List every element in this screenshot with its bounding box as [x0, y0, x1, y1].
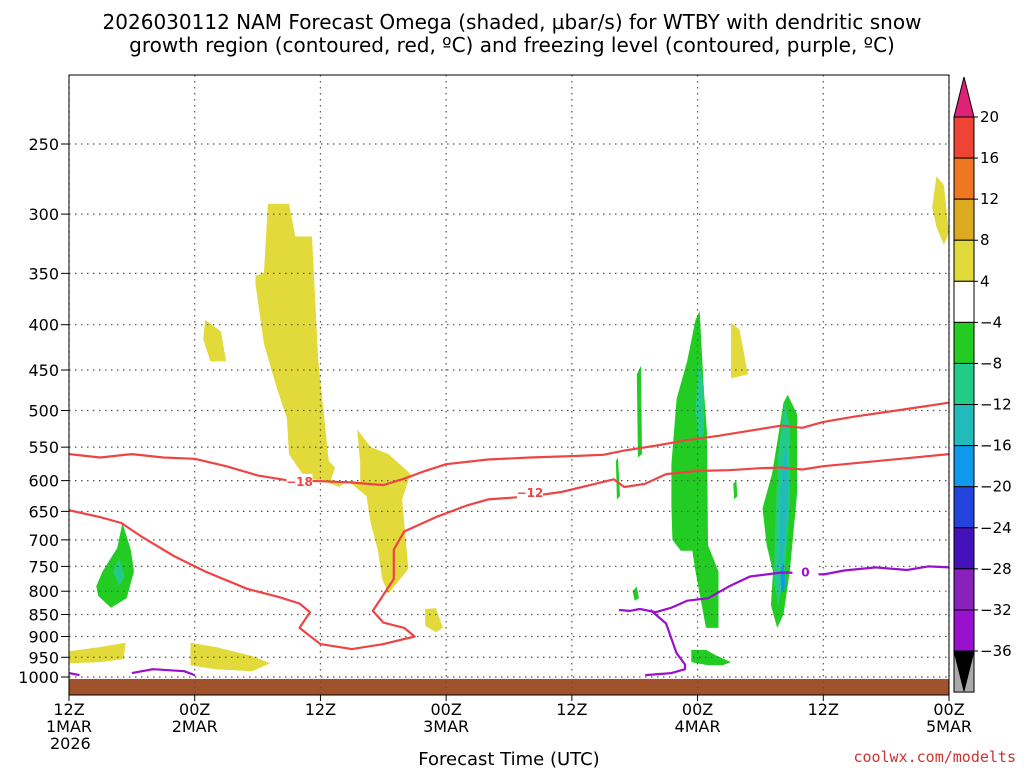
y-tick-label-750: 750 [28, 557, 59, 576]
ground-layer [69, 678, 949, 695]
plot-frame [68, 74, 950, 696]
colorbar-label-10: −24 [980, 519, 1012, 537]
y-tick-label-400: 400 [28, 316, 59, 335]
colorbar-box-11 [953, 527, 975, 570]
dendritic-contour-label-bg-1 [516, 485, 543, 501]
y-tick-label-800: 800 [28, 582, 59, 601]
dendritic-contour-label-bg-0 [286, 473, 313, 489]
omega-region-7 [96, 523, 134, 608]
y-axis-ticks: 250 300 350 400 450 500 550 600 650 700 750 800 850 9… [18, 135, 69, 687]
freezing-contour-label-bg-0 [792, 564, 819, 580]
omega-region-6 [932, 176, 949, 245]
y-tick-label-650: 650 [28, 502, 59, 521]
omega-region-15 [113, 558, 125, 587]
omega-region-19 [780, 561, 786, 594]
colorbar-label-11: −28 [980, 560, 1012, 578]
colorbar-label-8: −16 [980, 437, 1012, 455]
colorbar-label-6: −8 [980, 354, 1002, 372]
grid-layer [68, 75, 950, 695]
y-tick-label-700: 700 [28, 531, 59, 550]
freezing-contour-line-2 [69, 672, 80, 677]
y-tick-label-550: 550 [28, 438, 59, 457]
freezing-contour-label-0: 0 [801, 565, 809, 579]
x-tick-label-24-0: 12Z [305, 700, 336, 719]
colorbar-box-5 [953, 280, 975, 323]
freezing-contour-line-1 [645, 609, 687, 677]
colorbar-box-10 [953, 486, 975, 529]
colorbar-box-12 [953, 568, 975, 611]
omega-region-18 [779, 440, 789, 572]
credit-text: coolwx.com/modelts [853, 748, 1016, 766]
x-axis-label: Forecast Time (UTC) [418, 749, 599, 768]
colorbar-top-arrow [953, 76, 975, 118]
y-tick-label-300: 300 [28, 205, 59, 224]
omega-region-1 [190, 642, 271, 672]
colorbar-label-4: 4 [980, 272, 990, 290]
x-tick-label-60-1: 4MAR [675, 717, 721, 736]
colorbar-box-2 [953, 157, 975, 200]
chart-title-line2: growth region (contoured, red, ºC) and f… [129, 33, 895, 57]
chart-title-line1: 2026030112 NAM Forecast Omega (shaded, µ… [103, 10, 922, 34]
freezing-contour-line-3 [131, 668, 196, 677]
x-tick-label-12-0: 00Z [179, 700, 210, 719]
dendritic-contour-label-0: −18 [286, 475, 313, 489]
x-tick-label-12-1: 2MAR [172, 717, 218, 736]
colorbar-label-2: 12 [980, 190, 999, 208]
omega-region-4 [425, 608, 443, 633]
y-tick-label-250: 250 [28, 135, 59, 154]
colorbar-label-7: −12 [980, 396, 1012, 414]
colorbar-label-12: −32 [980, 601, 1012, 619]
colorbar-label-0: 20 [980, 108, 999, 126]
x-tick-label-60-0: 00Z [682, 700, 713, 719]
colorbar-box-13 [953, 609, 975, 652]
colorbar-label-13: −36 [980, 642, 1012, 660]
y-tick-label-450: 450 [28, 361, 59, 380]
omega-region-3 [255, 203, 411, 594]
y-tick-label-850: 850 [28, 606, 59, 625]
ground-fill [69, 678, 949, 695]
x-tick-label-0-2: 2026 [50, 734, 91, 753]
x-tick-label-48-0: 12Z [556, 700, 587, 719]
y-tick-label-950: 950 [28, 648, 59, 667]
dendritic-contour-label-1: −12 [517, 486, 544, 500]
x-tick-label-84-0: 00Z [933, 700, 964, 719]
colorbar-box-7 [953, 362, 975, 406]
colorbar-label-9: −20 [980, 478, 1012, 496]
x-tick-label-36-0: 00Z [430, 700, 461, 719]
y-tick-label-900: 900 [28, 627, 59, 646]
x-tick-label-72-0: 12Z [808, 700, 839, 719]
colorbar: 20 16 12 8 4 −4 −8 −12 −16 −20 −24 −28 −32 −36 [953, 76, 1012, 693]
x-tick-label-84-1: 5MAR [926, 717, 972, 736]
colorbar-label-5: −4 [980, 313, 1002, 331]
colorbar-box-6 [953, 321, 975, 364]
y-tick-label-500: 500 [28, 402, 59, 421]
dendritic-contour-line-0 [69, 401, 949, 487]
colorbar-box-1 [953, 116, 975, 159]
colorbar-label-1: 16 [980, 149, 999, 167]
omega-region-5 [731, 322, 748, 379]
x-tick-label-0-1: 1MAR [46, 717, 92, 736]
colorbar-box-3 [953, 198, 975, 241]
omega-region-8 [671, 311, 719, 628]
omega-region-11 [636, 365, 642, 458]
x-tick-label-36-1: 3MAR [423, 717, 469, 736]
y-tick-label-600: 600 [28, 472, 59, 491]
contour-layer: −18 −12 0 [69, 401, 949, 677]
y-tick-label-350: 350 [28, 264, 59, 283]
omega-region-0 [69, 642, 126, 664]
omega-region-13 [632, 586, 639, 601]
dendritic-contour-line-1 [69, 453, 949, 651]
x-tick-label-0-0: 12Z [53, 700, 84, 719]
colorbar-box-9 [953, 445, 975, 488]
colorbar-bottom-arrow [953, 650, 975, 692]
omega-region-12 [615, 457, 620, 500]
colorbar-label-3: 8 [980, 231, 990, 249]
omega-region-2 [203, 319, 227, 362]
omega-region-14 [733, 480, 738, 500]
colorbar-box-8 [953, 404, 975, 447]
y-tick-label-1000: 1000 [18, 668, 59, 687]
colorbar-box-4 [953, 239, 975, 282]
